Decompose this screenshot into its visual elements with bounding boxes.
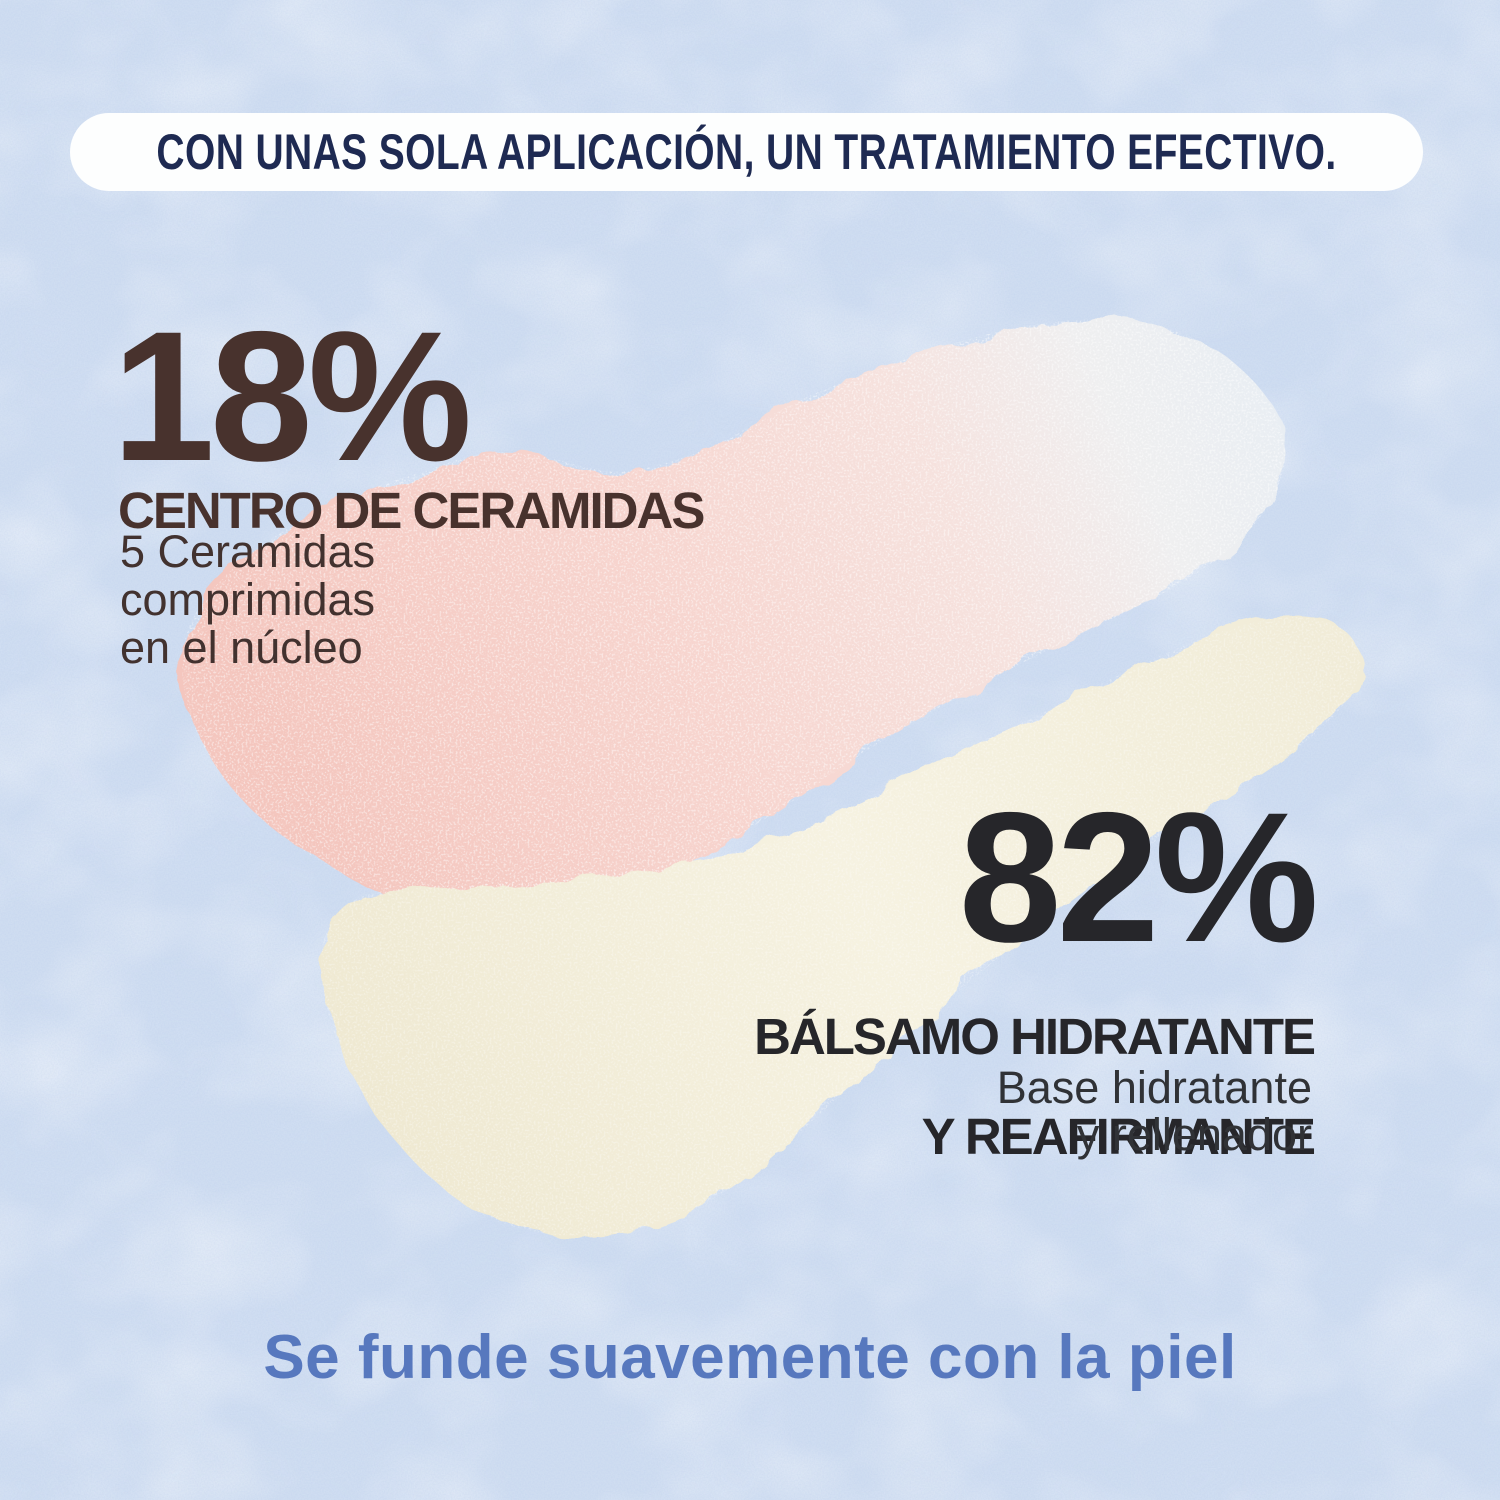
stat-balm-title-line-1: BÁLSAMO HIDRATANTE: [754, 1008, 1316, 1065]
stat-balm-description: Base hidratante y rellenador: [997, 1064, 1312, 1158]
stat-balm-value: 82%: [958, 775, 1319, 981]
stat-ceramides-description-line-2: comprimidas: [120, 574, 376, 625]
stat-balm-title-line-2: Y REAFIRMANTE: [921, 1108, 1316, 1165]
headline-banner: CON UNAS SOLA APLICACIÓN, UN TRATAMIENTO…: [70, 113, 1423, 191]
stat-balm-description-line-1: Base hidratante: [996, 1062, 1312, 1113]
stat-ceramides-description: 5 Ceramidas comprimidas en el núcleo: [120, 528, 375, 672]
stat-ceramides-title: CENTRO DE CERAMIDAS: [118, 482, 705, 539]
stat-balm-description-line-2: y rellenador: [1076, 1109, 1312, 1160]
stat-balm-title: BÁLSAMO HIDRATANTE Y REAFIRMANTE: [754, 962, 1316, 1212]
bottom-tagline: Se funde suavemente con la piel: [263, 1323, 1237, 1392]
stat-ceramides-description-line-3: en el núcleo: [120, 622, 363, 673]
headline-text: CON UNAS SOLA APLICACIÓN, UN TRATAMIENTO…: [156, 124, 1337, 180]
stat-ceramides-value: 18%: [112, 294, 472, 500]
stat-ceramides-description-line-1: 5 Ceramidas: [120, 526, 376, 577]
